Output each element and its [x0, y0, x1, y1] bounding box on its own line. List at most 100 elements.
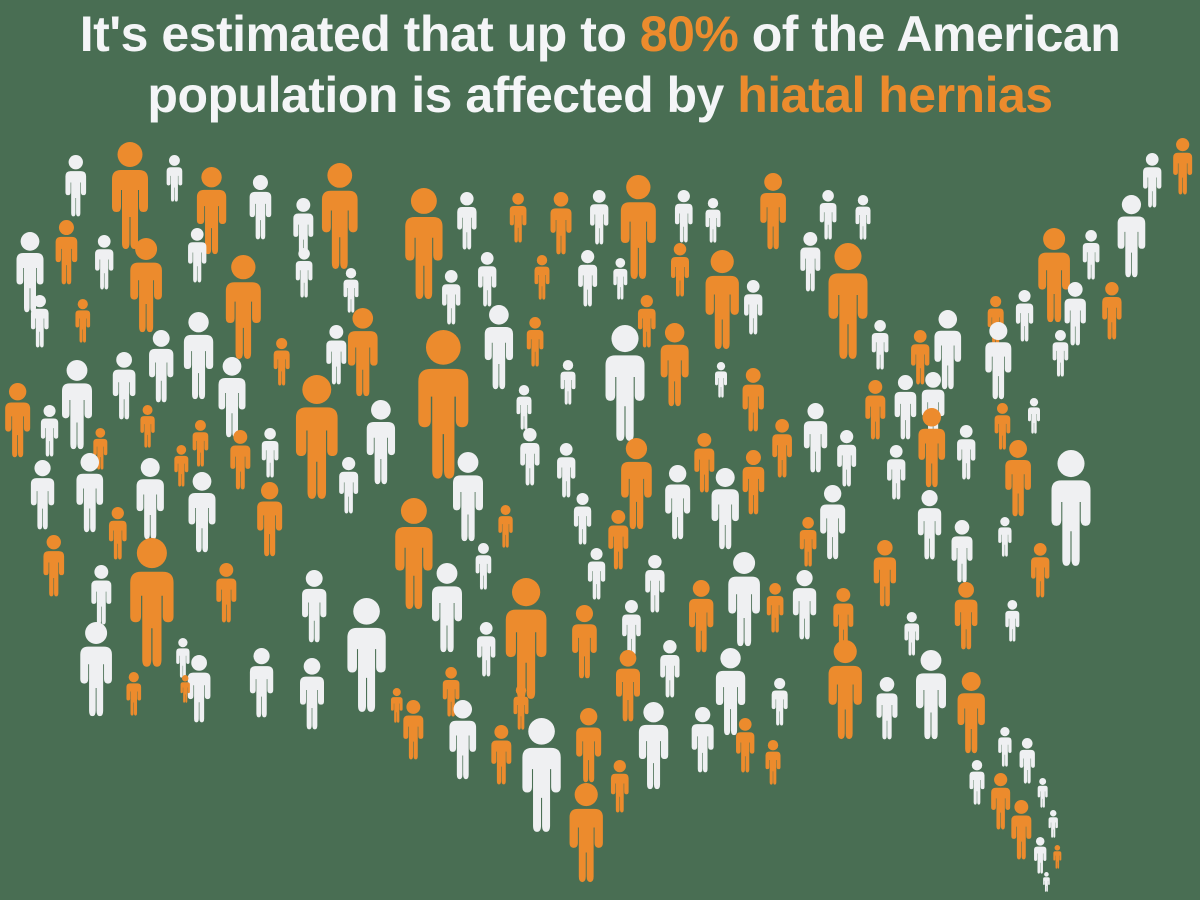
- person-icon: [454, 192, 480, 250]
- person-icon: [445, 700, 481, 780]
- person-icon: [996, 727, 1014, 767]
- person-icon: [797, 517, 819, 567]
- person-icon: [341, 598, 392, 713]
- person-icon: [981, 322, 1016, 400]
- person-icon: [88, 565, 115, 625]
- person-icon: [1042, 872, 1051, 892]
- person-icon: [830, 588, 857, 648]
- person-icon: [1047, 810, 1059, 838]
- person-icon: [1017, 738, 1037, 784]
- person-icon: [635, 295, 659, 348]
- person-icon: [853, 195, 873, 240]
- person-icon: [914, 490, 945, 560]
- person-icon: [184, 472, 220, 553]
- person-icon: [474, 622, 498, 677]
- person-icon: [179, 675, 191, 703]
- person-icon: [869, 320, 891, 370]
- person-icon: [514, 385, 534, 430]
- person-icon: [948, 520, 976, 583]
- person-icon: [1080, 230, 1102, 280]
- person-icon: [870, 540, 900, 607]
- person-icon: [967, 760, 987, 805]
- person-icon: [884, 445, 908, 500]
- person-icon: [138, 405, 157, 448]
- headline-highlight-80-percent: 80%: [639, 6, 739, 62]
- person-icon: [125, 238, 167, 333]
- person-icon: [72, 453, 108, 533]
- person-icon: [1032, 837, 1048, 874]
- person-icon: [92, 235, 116, 290]
- person-icon: [1045, 450, 1097, 567]
- person-icon: [575, 250, 600, 307]
- person-icon: [547, 192, 575, 255]
- person-icon: [1170, 138, 1195, 195]
- person-icon: [524, 317, 546, 367]
- person-icon: [343, 308, 383, 397]
- person-icon: [769, 419, 795, 478]
- headline-text-segment: of the American: [738, 6, 1121, 62]
- person-icon: [823, 640, 867, 740]
- person-icon: [362, 400, 400, 485]
- person-icon: [834, 430, 859, 487]
- person-icon: [75, 622, 117, 717]
- person-icon: [634, 702, 673, 790]
- person-icon: [571, 493, 594, 545]
- person-icon: [1099, 282, 1125, 340]
- person-icon: [62, 155, 90, 217]
- person-icon: [1052, 845, 1063, 869]
- person-icon: [611, 258, 630, 300]
- person-icon: [259, 428, 281, 478]
- person-icon: [132, 458, 168, 540]
- person-icon: [185, 228, 209, 283]
- person-icon: [656, 323, 693, 407]
- person-icon: [951, 582, 981, 650]
- person-icon: [739, 368, 767, 432]
- person-icon: [953, 672, 989, 754]
- person-icon: [73, 299, 93, 343]
- person-icon: [1013, 290, 1036, 342]
- headline: It's estimated that up to 80% of the Ame…: [0, 4, 1200, 126]
- person-icon: [293, 248, 315, 298]
- person-icon: [741, 280, 765, 335]
- person-icon: [685, 580, 717, 653]
- person-icon: [336, 457, 361, 514]
- person-icon: [164, 155, 185, 202]
- person-icon: [473, 543, 494, 590]
- person-icon: [1113, 195, 1150, 278]
- person-icon: [723, 552, 765, 647]
- person-icon: [642, 555, 668, 613]
- person-icon: [554, 443, 578, 498]
- person-icon: [1028, 543, 1052, 598]
- person-icon: [914, 408, 950, 488]
- person-icon: [816, 485, 849, 560]
- person-icon: [1, 383, 34, 458]
- person-icon: [822, 243, 874, 360]
- person-icon: [52, 220, 81, 285]
- person-icon: [499, 578, 553, 700]
- person-icon: [661, 465, 694, 540]
- person-icon: [1061, 282, 1089, 346]
- person-icon: [711, 648, 750, 736]
- person-icon: [106, 142, 154, 250]
- person-icon: [480, 305, 518, 390]
- headline-highlight-hiatal-hernias: hiatal hernias: [737, 67, 1053, 123]
- person-icon: [873, 677, 901, 740]
- person-icon: [507, 193, 529, 243]
- person-icon: [585, 548, 608, 600]
- person-icon: [296, 658, 328, 730]
- person-icon: [739, 450, 768, 515]
- person-icon: [713, 362, 729, 398]
- person-icon: [400, 700, 427, 760]
- person-icon: [1026, 398, 1042, 434]
- person-icon: [672, 190, 696, 243]
- person-icon: [439, 270, 463, 325]
- headline-text-segment: It's estimated that up to: [79, 6, 640, 62]
- person-icon: [123, 538, 181, 668]
- person-icon: [253, 482, 286, 557]
- person-icon: [700, 250, 744, 350]
- person-icon: [789, 570, 820, 640]
- person-icon: [190, 420, 211, 467]
- person-icon: [475, 252, 499, 307]
- person-icon: [657, 640, 683, 698]
